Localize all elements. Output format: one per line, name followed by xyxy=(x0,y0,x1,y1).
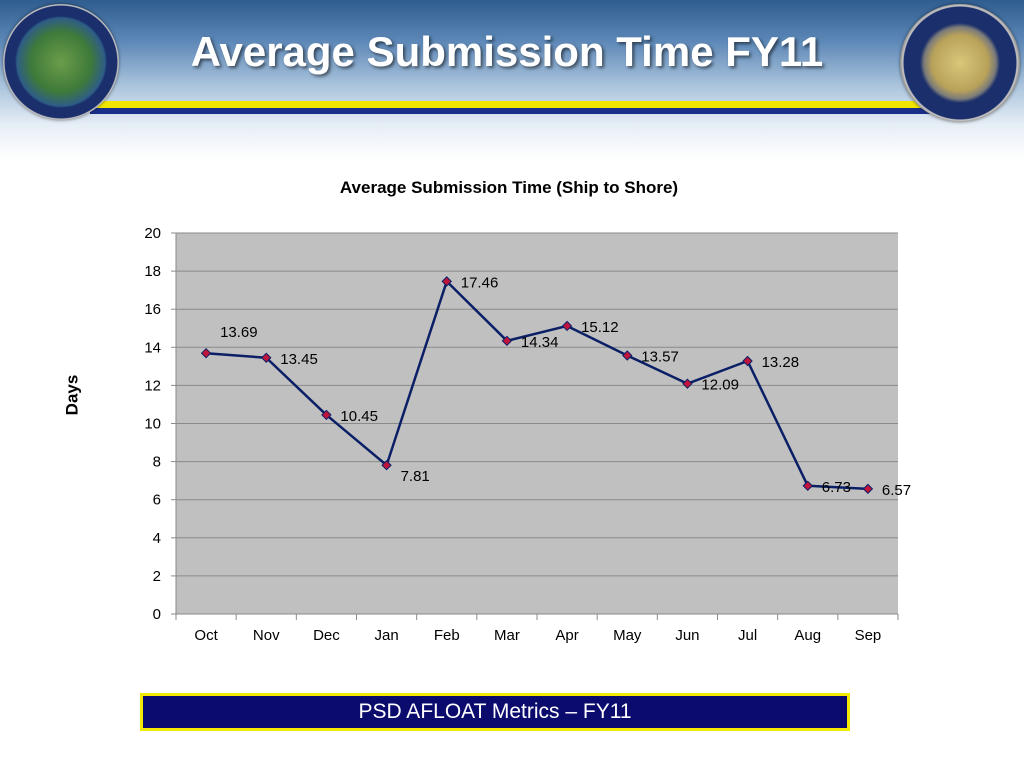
x-tick-label: May xyxy=(613,627,642,644)
data-point xyxy=(200,347,212,359)
data-label: 13.69 xyxy=(220,324,258,341)
y-tick-label: 16 xyxy=(144,301,161,318)
data-point xyxy=(561,320,573,332)
data-point xyxy=(261,352,272,363)
data-label: 15.12 xyxy=(581,319,619,336)
y-tick-label: 18 xyxy=(144,263,161,280)
x-tick-label: Mar xyxy=(494,627,520,644)
data-point xyxy=(441,276,452,287)
data-label: 17.46 xyxy=(461,274,499,291)
data-label: 6.73 xyxy=(822,479,851,496)
data-label: 7.81 xyxy=(401,468,430,485)
x-tick-label: Aug xyxy=(794,627,821,644)
data-label: 12.09 xyxy=(701,377,739,394)
x-tick-label: Nov xyxy=(253,627,280,644)
y-tick-label: 20 xyxy=(144,225,161,242)
x-tick-label: Apr xyxy=(555,627,578,644)
x-tick-label: Sep xyxy=(855,627,882,644)
data-point xyxy=(321,409,332,421)
data-point xyxy=(802,480,813,492)
y-tick-label: 4 xyxy=(153,530,161,547)
data-point xyxy=(742,355,753,367)
data-point xyxy=(862,483,874,495)
header-yellow-stripe xyxy=(90,101,940,108)
y-tick-label: 8 xyxy=(153,454,161,471)
x-tick-label: Oct xyxy=(194,627,218,644)
slide-header xyxy=(0,0,1024,160)
x-tick-label: Feb xyxy=(434,627,460,644)
slide-title: Average Submission Time FY11 xyxy=(190,28,824,75)
data-label: 13.28 xyxy=(762,354,800,371)
y-tick-label: 2 xyxy=(153,568,161,585)
x-tick-label: Jan xyxy=(374,627,398,644)
x-tick-label: Dec xyxy=(313,627,340,644)
y-tick-label: 10 xyxy=(144,416,161,433)
data-label: 14.34 xyxy=(521,334,559,351)
y-tick-label: 0 xyxy=(153,606,161,623)
y-tick-label: 12 xyxy=(144,377,161,394)
y-tick-label: 6 xyxy=(153,492,161,509)
commander-naval-surface-forces-seal xyxy=(3,4,119,120)
data-point xyxy=(622,350,633,361)
data-label: 13.45 xyxy=(280,351,318,368)
header-blue-stripe xyxy=(90,108,940,114)
x-tick-label: Jul xyxy=(738,627,757,644)
y-tick-label: 14 xyxy=(144,339,161,356)
data-label: 10.45 xyxy=(340,408,378,425)
data-point xyxy=(501,335,513,347)
chart-title: Average Submission Time (Ship to Shore) xyxy=(339,178,679,197)
data-point xyxy=(381,460,392,471)
series-line xyxy=(205,280,868,491)
data-label: 6.57 xyxy=(882,482,911,499)
surface-warfare-enterprise-seal xyxy=(900,4,1020,122)
x-tick-label: Jun xyxy=(675,627,699,644)
footer-banner: PSD AFLOAT Metrics – FY11 xyxy=(140,693,850,731)
data-label: 13.57 xyxy=(641,348,679,365)
data-point xyxy=(682,378,693,389)
